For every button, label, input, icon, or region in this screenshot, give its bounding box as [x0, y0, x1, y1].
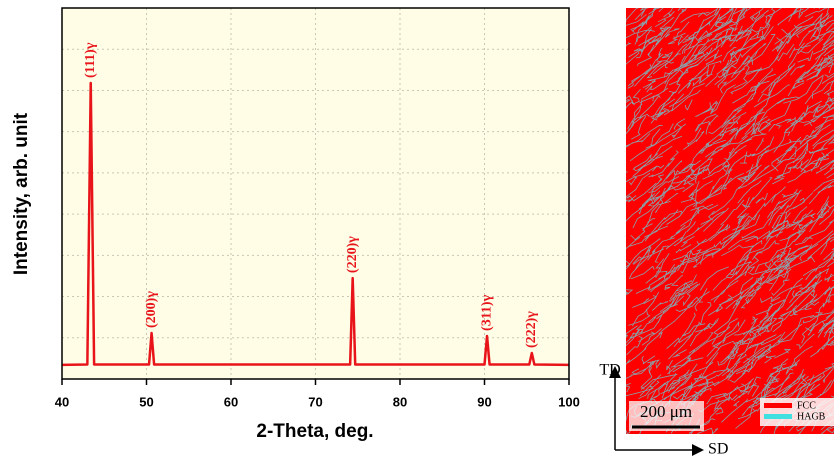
legend-label: FCC [797, 400, 816, 411]
grain-boundaries [626, 8, 834, 434]
legend-swatch [764, 414, 792, 419]
legend-label: HAGB [797, 411, 826, 422]
x-tick-label: 70 [308, 394, 322, 409]
series-line [61, 81, 570, 367]
x-tick-label: 60 [224, 394, 238, 409]
scale-bar-label: 200 μm [640, 402, 692, 421]
peak-label: (222)γ [524, 311, 539, 348]
x-tick-label: 40 [55, 394, 69, 409]
sd-label: SD [708, 441, 728, 458]
plot-frame [61, 7, 570, 380]
td-label: TD [599, 362, 620, 379]
peak-label: (311)γ [479, 294, 494, 331]
x-tick-label: 100 [558, 394, 580, 409]
x-tick-label: 50 [139, 394, 153, 409]
legend-swatch [764, 403, 792, 408]
legend-box [760, 398, 834, 426]
sd-arrowhead [692, 444, 704, 456]
x-tick-label: 80 [393, 394, 407, 409]
x-axis-label: 2-Theta, deg. [256, 421, 373, 442]
peak-label: (220)γ [345, 236, 360, 273]
y-axis-label: Intensity, arb. unit [11, 112, 32, 275]
peak-label: (200)γ [144, 291, 159, 328]
x-tick-label: 90 [477, 394, 491, 409]
peak-label: (111)γ [83, 42, 98, 78]
td-arrowhead [609, 366, 621, 378]
